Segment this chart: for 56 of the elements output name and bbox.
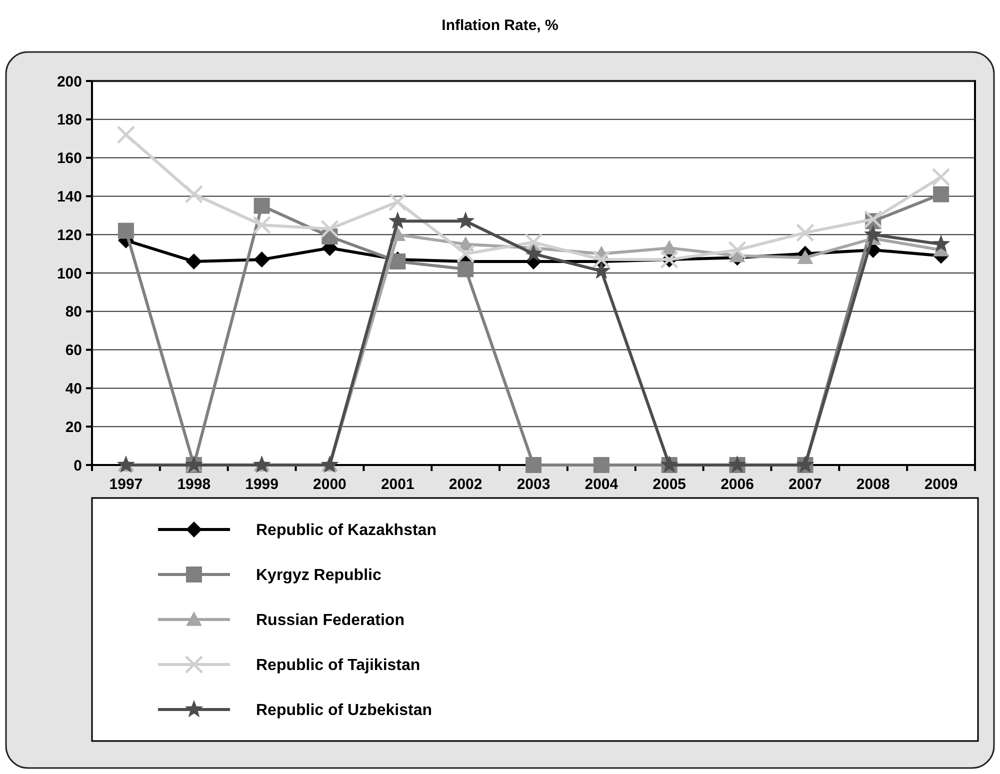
point xyxy=(252,216,272,234)
point xyxy=(524,244,543,262)
point xyxy=(254,198,270,214)
point xyxy=(864,225,882,242)
point xyxy=(388,212,407,229)
point xyxy=(526,457,542,473)
point xyxy=(932,168,950,186)
point xyxy=(458,261,474,278)
x-tick-label: 2005 xyxy=(652,476,686,493)
y-tick-label: 40 xyxy=(65,380,82,398)
point xyxy=(592,250,611,269)
point xyxy=(933,186,950,202)
chart-title: Inflation Rate, % xyxy=(442,17,558,34)
x-tick-label: 2006 xyxy=(720,476,754,493)
point xyxy=(524,233,543,252)
point xyxy=(118,222,134,239)
point xyxy=(728,240,747,260)
point xyxy=(797,250,814,264)
point xyxy=(456,212,475,229)
x-tick-label: 2004 xyxy=(584,476,619,493)
point xyxy=(116,126,136,144)
point xyxy=(184,185,204,204)
y-tick-label: 180 xyxy=(56,112,82,129)
x-tick-label: 2007 xyxy=(788,476,822,493)
legend-label: Kyrgyz Republic xyxy=(256,567,382,584)
y-tick-label: 20 xyxy=(65,418,82,436)
point xyxy=(593,457,610,473)
y-tick-label: 100 xyxy=(56,265,82,282)
y-tick-label: 200 xyxy=(56,73,82,90)
point xyxy=(186,253,202,270)
x-tick-label: 2009 xyxy=(924,476,958,493)
legend-label: Republic of Tajikistan xyxy=(256,657,420,674)
point xyxy=(864,210,882,228)
x-tick-label: 2008 xyxy=(856,476,890,493)
point xyxy=(796,223,814,242)
legend-label: Russian Federation xyxy=(256,612,404,630)
x-tick-label: 1997 xyxy=(109,476,143,493)
x-tick-label: 1998 xyxy=(177,476,211,493)
point xyxy=(320,220,339,238)
x-tick-label: 1999 xyxy=(245,476,278,493)
point xyxy=(388,192,407,212)
point xyxy=(254,252,270,268)
y-tick-label: 120 xyxy=(56,226,82,244)
point xyxy=(456,244,475,264)
y-tick-label: 60 xyxy=(65,342,82,360)
point xyxy=(932,234,950,252)
legend-label: Republic of Kazakhstan xyxy=(256,522,436,540)
y-tick-label: 80 xyxy=(65,304,82,321)
y-tick-label: 0 xyxy=(74,457,82,474)
y-tick-label: 140 xyxy=(56,188,82,206)
y-tick-label: 160 xyxy=(56,150,82,168)
x-tick-label: 2001 xyxy=(380,476,414,493)
legend-label: Republic of Uzbekistan xyxy=(256,702,432,720)
x-tick-label: 2000 xyxy=(313,476,346,493)
x-tick-label: 2002 xyxy=(448,476,482,493)
x-tick-label: 2003 xyxy=(516,476,550,493)
